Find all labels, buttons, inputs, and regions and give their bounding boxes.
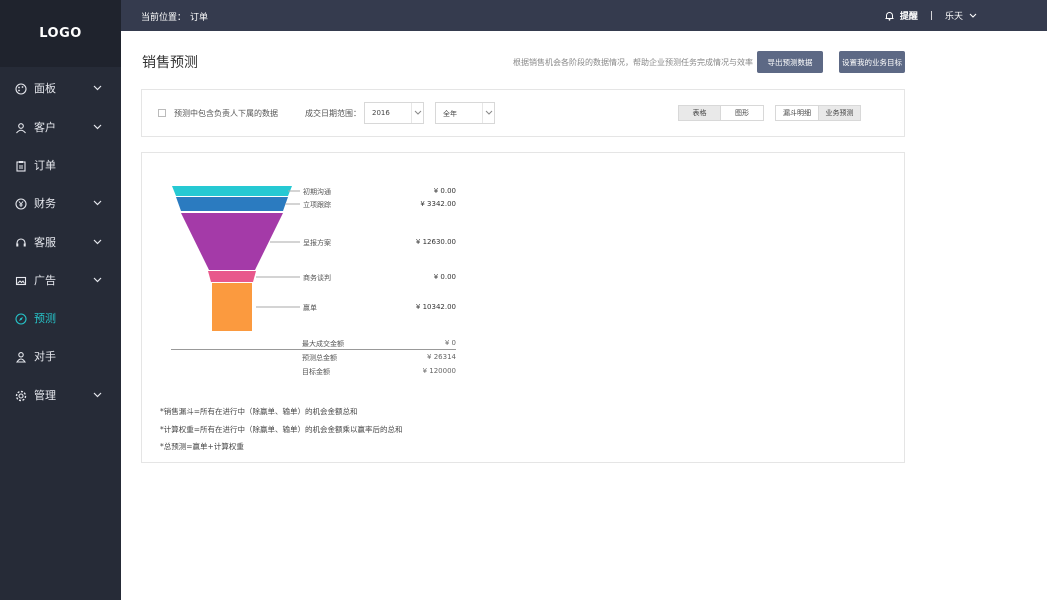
sidebar-item-label: 广告 [34,274,56,287]
view-table-toggle[interactable]: 表格 [678,105,721,121]
sidebar-item-label: 客服 [34,236,56,249]
sidebar-item-forecast[interactable]: 预测 [0,308,121,330]
funnel-stage-value: ¥ 0.00 [433,187,456,195]
funnel-stage-value: ¥ 3342.00 [420,200,456,208]
funnel-segment[interactable] [176,197,288,211]
funnel-stage-label: 商务谈判 [303,274,331,282]
chevron-down-icon [93,85,102,91]
filter-panel [141,89,905,137]
summary-value: ¥ 120000 [422,367,456,375]
breadcrumb: 当前位置： 订单 [141,10,212,23]
sidebar-item-customers[interactable]: 客户 [0,117,121,139]
business-forecast-toggle[interactable]: 业务预测 [818,105,861,121]
sidebar-item-dashboard[interactable]: 面板 [0,78,121,100]
funnel-stage-value: ¥ 0.00 [433,273,456,281]
note-weight: *计算权重=所有在进行中（除赢单、输单）的机会金额乘以赢率后的总和 [160,425,403,434]
year-select-value: 2016 [372,109,390,117]
sidebar-item-label: 预测 [34,312,56,325]
user-name[interactable]: 乐天 [944,12,963,22]
funnel-segment[interactable] [181,213,283,270]
sidebar-item-admin[interactable]: 管理 [0,385,121,407]
summary-value: ¥ 26314 [427,353,456,361]
gear-icon [15,390,27,402]
period-select-value: 全年 [443,110,457,118]
chevron-down-icon [93,124,102,130]
person-icon [15,352,27,363]
bell-icon[interactable] [885,11,894,21]
breadcrumb-prefix: 当前位置： [141,13,187,23]
divider: | [929,10,933,21]
include-subordinates-label: 预测中包含负责人下属的数据 [174,109,278,118]
funnel-stage-label: 初期沟通 [303,188,331,196]
export-forecast-button[interactable]: 导出预测数据 [757,51,823,73]
sidebar-item-label: 客户 [34,121,56,134]
chevron-down-icon[interactable] [969,13,977,19]
page-hint: 根据销售机会各阶段的数据情况，帮助企业预测任务完成情况与效率 [513,58,753,67]
headset-icon [16,238,26,247]
chevron-down-icon [93,200,102,206]
view-chart-toggle[interactable]: 图形 [720,105,764,121]
include-subordinates-checkbox[interactable] [158,109,166,117]
top-bar: 当前位置： 订单 提醒 | 乐天 [121,0,1047,31]
chevron-down-icon [414,110,422,115]
summary-value: ¥ 0 [444,339,456,347]
summary-label: 预测总金额 [302,354,337,362]
summary-label: 最大成交金额 [302,340,344,348]
notify-link[interactable]: 提醒 [899,12,918,22]
funnel-segment[interactable] [212,283,252,331]
date-range-label: 成交日期范围： [305,109,361,118]
chevron-down-icon [93,239,102,245]
sidebar-item-label: 面板 [34,82,56,95]
period-select[interactable]: 全年 [435,102,495,124]
sidebar-item-finance[interactable]: 财务 [0,193,121,215]
sidebar-item-label: 订单 [34,159,56,172]
sidebar-item-ads[interactable]: 广告 [0,270,121,292]
year-select[interactable]: 2016 [364,102,424,124]
compass-icon [15,313,27,325]
sidebar-item-service[interactable]: 客服 [0,232,121,254]
sidebar-item-label: 财务 [34,197,56,210]
summary-label: 目标金额 [302,368,330,376]
sidebar-item-label: 管理 [34,389,56,402]
top-right-area: 提醒 | 乐天 [885,9,977,22]
sidebar-item-competitors[interactable]: 对手 [0,346,121,368]
breadcrumb-current[interactable]: 订单 [190,13,209,23]
sidebar: LOGO 面板 客户 订单 财务 客服 广告 预测 对手 管理 [0,0,121,600]
funnel-stage-value: ¥ 10342.00 [415,303,456,311]
palette-icon [15,83,27,95]
summary-divider [171,349,456,350]
funnel-segment[interactable] [172,186,292,196]
sidebar-item-label: 对手 [34,350,56,363]
logo[interactable]: LOGO [0,0,121,67]
page-title: 销售预测 [142,55,198,71]
sidebar-item-orders[interactable]: 订单 [0,155,121,177]
funnel-segment[interactable] [208,271,256,282]
image-icon [15,276,27,286]
set-target-button[interactable]: 设置我的业务目标 [839,51,905,73]
clipboard-icon [16,161,26,172]
chevron-down-icon [93,277,102,283]
user-group-icon [16,123,26,134]
funnel-stage-label: 赢单 [303,304,317,312]
note-funnel: *销售漏斗=所有在进行中（除赢单、输单）的机会金额总和 [160,407,358,416]
chevron-down-icon [485,110,493,115]
chevron-down-icon [93,392,102,398]
yen-circle-icon [15,198,27,210]
funnel-stage-label: 立项跟踪 [303,201,331,209]
funnel-stage-label: 呈报方案 [303,239,331,247]
funnel-stage-value: ¥ 12630.00 [415,238,456,246]
note-total: *总预测=赢单+计算权重 [160,442,244,451]
